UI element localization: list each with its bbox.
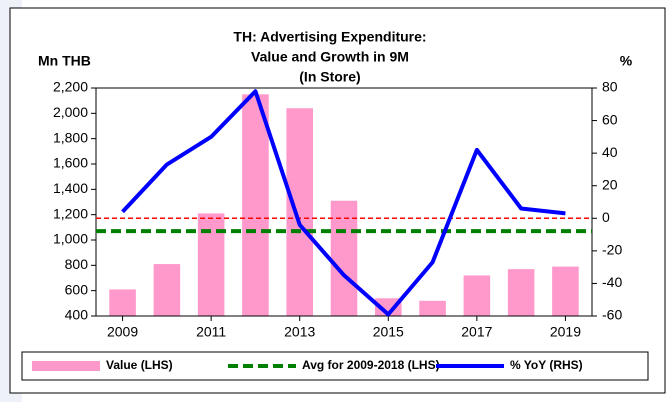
y-tick-label: 1,200 — [53, 205, 88, 221]
bar — [507, 269, 535, 316]
y-tick-label: 1,600 — [53, 155, 88, 171]
y-tick-label: 600 — [65, 281, 89, 297]
y2-axis-label: % — [620, 53, 633, 69]
x-tick-label: 2019 — [550, 324, 581, 340]
x-tick-label: 2011 — [196, 324, 226, 340]
bar — [109, 289, 136, 316]
bar — [286, 108, 313, 317]
y2-tick-label: 80 — [602, 79, 618, 95]
y2-tick-label: -40 — [602, 274, 622, 290]
bar — [375, 298, 402, 316]
legend-box — [21, 351, 649, 381]
legend-label: Value (LHS) — [106, 358, 173, 372]
y-tick-label: 2,000 — [53, 104, 88, 120]
y-tick-label: 2,200 — [53, 79, 88, 95]
y2-tick-label: -60 — [602, 307, 622, 323]
x-tick-label: 2013 — [284, 324, 315, 340]
chart-title: (In Store) — [299, 69, 360, 85]
y-tick-label: 400 — [65, 307, 89, 323]
chart-title: Value and Growth in 9M — [251, 49, 409, 65]
legend-label: Avg for 2009-2018 (LHS) — [302, 358, 440, 372]
y2-tick-label: 60 — [602, 111, 618, 127]
y2-tick-label: 40 — [602, 144, 618, 160]
y-tick-label: 1,400 — [53, 180, 88, 196]
y2-tick-label: 0 — [602, 209, 610, 225]
legend-label: % YoY (RHS) — [510, 358, 583, 372]
y-tick-label: 1,800 — [53, 129, 88, 145]
y-tick-label: 800 — [65, 256, 89, 272]
yoy-line — [121, 89, 566, 317]
x-tick-label: 2015 — [373, 324, 404, 340]
bar — [153, 264, 181, 316]
chart-title: TH: Advertising Expenditure: — [233, 29, 426, 45]
y2-tick-label: -20 — [602, 242, 622, 258]
plot-frame — [95, 87, 593, 317]
bar — [419, 300, 446, 316]
bar — [463, 275, 491, 316]
y-tick-label: 1,000 — [53, 231, 88, 247]
y2-tick-label: 20 — [602, 176, 618, 192]
chart-frame — [9, 7, 666, 394]
legend-swatch — [32, 361, 100, 371]
x-tick-label: 2017 — [461, 324, 492, 340]
bar — [242, 94, 269, 316]
y-axis-label: Mn THB — [38, 53, 91, 69]
bar — [197, 213, 225, 316]
x-tick-label: 2009 — [107, 324, 138, 340]
bar — [330, 200, 358, 316]
bar — [552, 266, 579, 316]
